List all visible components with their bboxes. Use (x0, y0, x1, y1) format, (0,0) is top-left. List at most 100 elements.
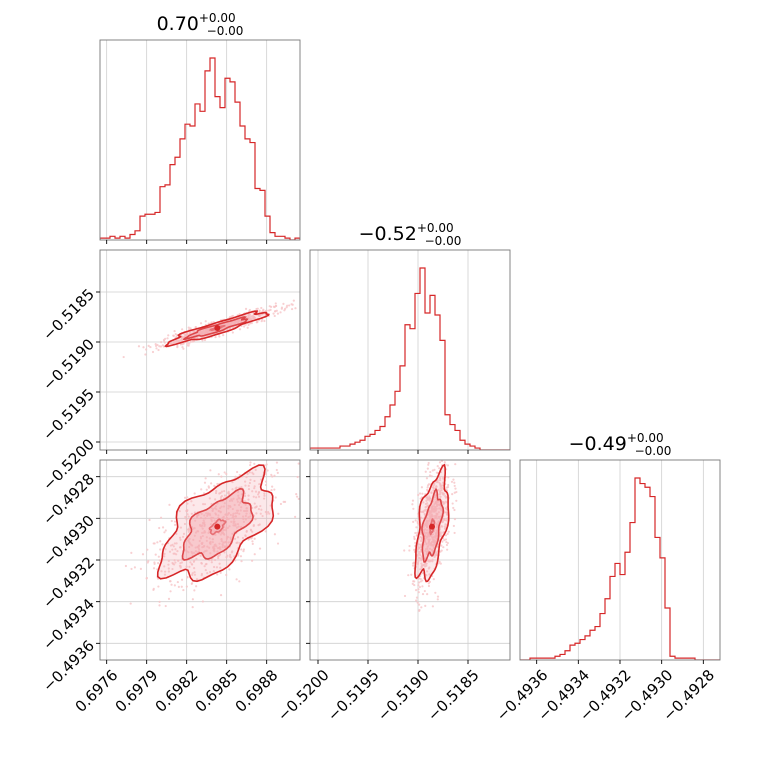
pair-2-sample-point (434, 425, 436, 427)
pair-2-sample-point (426, 521, 430, 525)
pair-2-sample-point (432, 489, 435, 492)
pair-2-sample-point (411, 499, 415, 502)
pair-1-sample-point (213, 544, 216, 547)
pair-1-sample-point (174, 520, 177, 523)
pair-1-sample-point (230, 498, 233, 501)
pair-1-sample-point (244, 500, 247, 503)
pair-1-sample-point (193, 567, 196, 570)
pair-2-sample-point (431, 540, 434, 543)
pair-1-sample-point (174, 561, 177, 564)
pair-1-sample-point (206, 514, 209, 517)
pair-2-sample-point (447, 483, 450, 487)
pair-0-sample-point (255, 321, 258, 324)
pair-1-sample-point (270, 488, 273, 492)
pair-1-sample-point (186, 502, 189, 505)
x-tick-label-1-1: −0.5195 (324, 666, 383, 725)
pair-2-sample-point (423, 512, 426, 516)
pair-2-sample-point (415, 599, 418, 602)
pair-2-sample-point (433, 509, 436, 512)
pair-2-sample-point (452, 478, 455, 481)
pair-2-sample-point (427, 463, 430, 466)
pair-1-sample-point (232, 515, 235, 518)
pair-1-sample-point (297, 455, 299, 457)
pair-1-sample-point (220, 490, 224, 493)
pair-0-sample-point (282, 302, 285, 305)
pair-2-sample-point (428, 512, 431, 516)
pair-1-sample-point (257, 524, 260, 527)
pair-2-sample-point (434, 591, 437, 594)
pair-1-sample-point (243, 492, 247, 495)
pair-2-sample-point (428, 547, 432, 550)
pair-0-sample-point (183, 333, 186, 336)
pair-0-sample-point (163, 339, 166, 342)
pair-2-sample-point (447, 530, 450, 533)
pair-2-sample-point (454, 487, 457, 490)
pair-2-sample-point (420, 562, 423, 565)
pair-2-sample-point (410, 573, 413, 576)
pair-1-sample-point (211, 541, 214, 544)
pair-1-sample-point (193, 571, 196, 574)
pair-1-sample-point (251, 542, 254, 545)
pair-1-sample-point (147, 560, 150, 563)
pair-0-sample-point (156, 343, 159, 347)
pair-0-sample-point (267, 309, 271, 312)
pair-1-sample-point (220, 505, 223, 508)
pair-1-sample-point (226, 554, 229, 557)
pair-2-sample-point (436, 595, 440, 598)
pair-1-sample-point (245, 530, 248, 533)
pair-0-sample-point (193, 339, 196, 342)
pair-1-sample-point (223, 471, 226, 474)
pair-0-sample-point (253, 316, 257, 320)
pair-1-sample-point (225, 455, 227, 457)
pair-2-sample-point (426, 525, 429, 529)
pair-1-sample-point (266, 510, 270, 514)
pair-1-sample-point (205, 539, 208, 542)
pair-2-sample-point (411, 582, 414, 585)
pair-0-sample-point (181, 345, 184, 349)
pair-2-sample-point (411, 503, 414, 506)
pair-1-sample-point (148, 518, 151, 522)
pair-1-sample-point (277, 512, 280, 515)
pair-1-sample-point (191, 572, 194, 575)
pair-1-sample-point (271, 485, 274, 488)
pair-1-sample-point (224, 529, 227, 532)
pair-2-sample-point (420, 566, 423, 569)
pair-2-sample-point (435, 522, 438, 526)
pair-1-sample-point (248, 471, 251, 474)
pair-0-sample-point (279, 311, 282, 314)
pair-1-sample-point (222, 505, 226, 508)
pair-2-sample-point (430, 548, 433, 552)
pair-1-sample-point (152, 587, 155, 590)
pair-2-sample-point (439, 550, 442, 553)
pair-1-sample-point (227, 512, 230, 515)
pair-1-sample-point (171, 567, 174, 571)
pair-1-sample-point (215, 489, 218, 493)
pair-2-sample-point (443, 461, 446, 464)
pair-1-sample-point (200, 561, 203, 565)
pair-1-sample-point (202, 503, 205, 506)
pair-1-sample-point (224, 540, 228, 543)
pair-1-sample-point (258, 482, 261, 486)
pair-1-sample-point (214, 512, 217, 515)
pair-1-sample-point (274, 496, 277, 499)
pair-2-sample-point (435, 485, 438, 488)
pair-2-sample-point (418, 609, 421, 612)
pair-2-sample-point (436, 524, 439, 527)
pair-2-sample-point (447, 476, 450, 479)
pair-1-sample-point (217, 514, 220, 517)
pair-2-sample-point (421, 492, 424, 495)
pair-0-sample-point (188, 331, 191, 334)
pair-2-sample-point (442, 501, 445, 504)
pair-1-sample-point (163, 555, 166, 558)
pair-1-sample-point (209, 523, 213, 526)
pair-1-sample-point (234, 523, 237, 526)
pair-1-sample-point (173, 542, 176, 545)
pair-2-sample-point (428, 499, 431, 502)
pair-1-sample-point (195, 585, 198, 588)
pair-2-sample-point (418, 547, 421, 550)
pair-1-sample-point (209, 469, 212, 472)
pair-1-sample-point (193, 559, 196, 562)
pair-1-sample-point (218, 562, 221, 565)
pair-1-sample-point (249, 515, 252, 518)
pair-1-sample-point (197, 546, 200, 549)
